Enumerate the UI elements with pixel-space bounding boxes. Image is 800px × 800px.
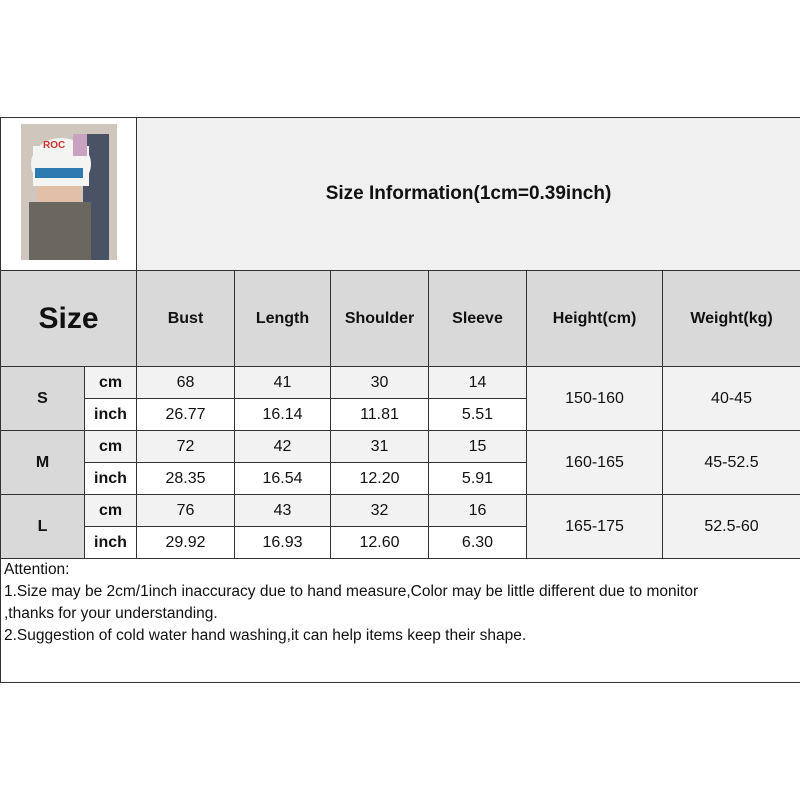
size-label: S: [0, 366, 85, 431]
attention-line: 2.Suggestion of cold water hand washing,…: [4, 627, 527, 644]
attention-line: 1.Size may be 2cm/1inch inaccuracy due t…: [4, 583, 699, 600]
cell: 12.20: [330, 462, 429, 495]
size-header: Size: [0, 270, 137, 367]
header-bust: Bust: [136, 270, 235, 367]
cell: 28.35: [136, 462, 235, 495]
header-shoulder: Shoulder: [330, 270, 429, 367]
unit-inch: inch: [84, 398, 137, 431]
cell: 41: [234, 366, 331, 399]
height-cell: 165-175: [526, 494, 663, 559]
cell: 76: [136, 494, 235, 527]
size-label: L: [0, 494, 85, 559]
unit-inch: inch: [84, 526, 137, 559]
unit-cm: cm: [84, 366, 137, 399]
cell: 68: [136, 366, 235, 399]
weight-cell: 40-45: [661, 366, 800, 431]
cell: 6.30: [428, 526, 527, 559]
cell: 16.93: [234, 526, 331, 559]
cell: 31: [330, 430, 429, 463]
cell: 12.60: [330, 526, 429, 559]
cell: 72: [136, 430, 235, 463]
header-sleeve: Sleeve: [428, 270, 527, 367]
height-cell: 160-165: [526, 430, 663, 495]
header-height: Height(cm): [526, 270, 663, 367]
header-weight: Weight(kg): [661, 270, 800, 367]
cell: 26.77: [136, 398, 235, 431]
size-chart: ROC Size Information(1cm=0.39inch) Size …: [0, 117, 800, 683]
cell: 29.92: [136, 526, 235, 559]
product-image: ROC: [0, 117, 137, 271]
unit-cm: cm: [84, 494, 137, 527]
attention-notes: Attention: 1.Size may be 2cm/1inch inacc…: [0, 558, 800, 683]
weight-cell: 52.5-60: [661, 494, 800, 559]
cell: 16.54: [234, 462, 331, 495]
attention-line: ,thanks for your understanding.: [4, 605, 218, 622]
cell: 43: [234, 494, 331, 527]
chart-title: Size Information(1cm=0.39inch): [135, 117, 800, 271]
cell: 32: [330, 494, 429, 527]
cell: 30: [330, 366, 429, 399]
cell: 42: [234, 430, 331, 463]
cell: 5.91: [428, 462, 527, 495]
cell: 5.51: [428, 398, 527, 431]
attention-heading: Attention:: [4, 561, 70, 578]
height-cell: 150-160: [526, 366, 663, 431]
weight-cell: 45-52.5: [661, 430, 800, 495]
cell: 14: [428, 366, 527, 399]
header-length: Length: [234, 270, 331, 367]
cell: 16.14: [234, 398, 331, 431]
cell: 11.81: [330, 398, 429, 431]
cell: 16: [428, 494, 527, 527]
svg-text:ROC: ROC: [43, 140, 65, 151]
unit-cm: cm: [84, 430, 137, 463]
cell: 15: [428, 430, 527, 463]
product-photo: ROC: [20, 123, 117, 260]
unit-inch: inch: [84, 462, 137, 495]
size-label: M: [0, 430, 85, 495]
